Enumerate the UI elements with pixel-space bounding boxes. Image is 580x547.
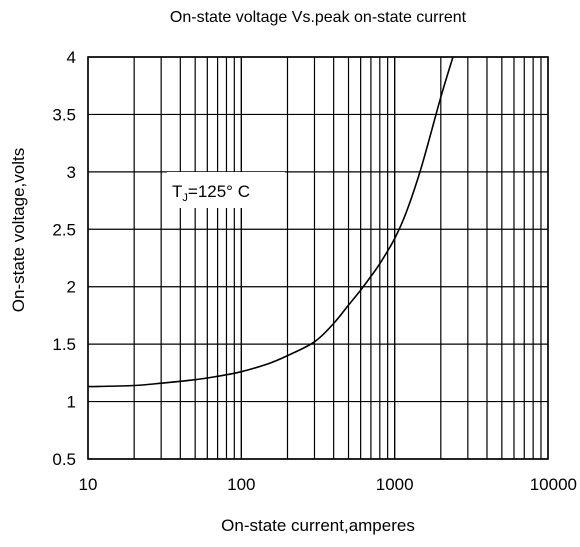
grid — [87, 56, 549, 460]
series-line — [87, 56, 454, 388]
y-tick-label: 0.5 — [52, 450, 76, 469]
y-tick-label: 2 — [67, 278, 76, 297]
x-tick-label: 1000 — [376, 475, 414, 494]
x-axis-label: On-state current,amperes — [221, 516, 415, 535]
y-tick-label: 3 — [67, 163, 76, 182]
y-axis-label: On-state voltage,volts — [9, 148, 28, 312]
x-tick-labels: 10 100 1000 10000 — [79, 475, 577, 494]
y-tick-label: 2.5 — [52, 220, 76, 239]
y-tick-labels: 0.5 1 1.5 2 2.5 3 3.5 4 — [52, 48, 76, 469]
y-tick-label: 4 — [67, 48, 76, 67]
annotation-subscript: J — [182, 192, 188, 204]
y-tick-label: 3.5 — [52, 105, 76, 124]
x-tick-label: 10 — [79, 475, 98, 494]
temperature-annotation: TJ=125° C — [167, 172, 285, 208]
annotation-text: =125° C — [188, 182, 250, 201]
x-tick-label: 10000 — [530, 475, 577, 494]
y-tick-label: 1.5 — [52, 335, 76, 354]
plot-frame — [87, 56, 549, 460]
svg-text:TJ=125° C: TJ=125° C — [172, 182, 250, 204]
y-tick-label: 1 — [67, 393, 76, 412]
chart-title: On-state voltage Vs.peak on-state curren… — [170, 9, 467, 26]
x-tick-label: 100 — [227, 475, 255, 494]
annotation-t: T — [172, 182, 182, 201]
